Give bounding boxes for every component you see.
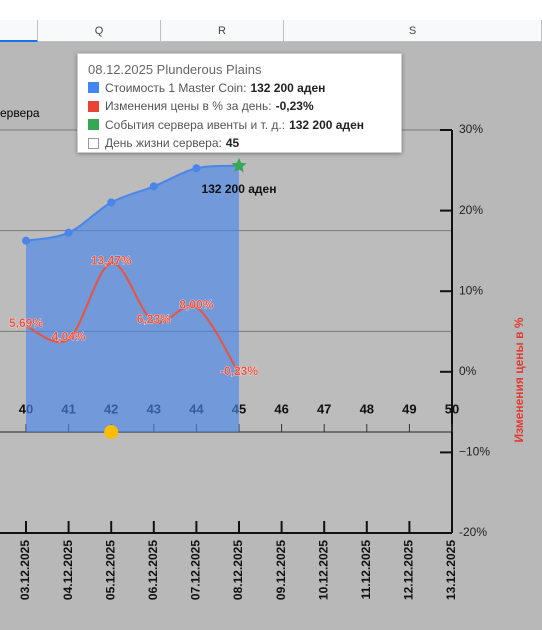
- toolbar-strip: [0, 0, 542, 20]
- day-label: 47: [317, 401, 331, 416]
- tooltip-value: -0,23%: [275, 99, 314, 114]
- y2-axis-title: Изменения цены в %: [512, 317, 526, 442]
- point: [192, 164, 201, 173]
- y2-tick-label: −10%: [459, 445, 490, 459]
- tooltip: 08.12.2025 Plunderous Plains Стоимость 1…: [77, 53, 402, 153]
- data-label: -0,23%: [220, 364, 258, 378]
- x-tick-label: 05.12.2025: [103, 540, 117, 600]
- x-tick-label: 04.12.2025: [61, 540, 75, 600]
- point: [149, 182, 158, 191]
- x-tick-label: 13.12.2025: [444, 540, 458, 600]
- swatch: [88, 137, 99, 149]
- column-header[interactable]: S: [284, 20, 542, 42]
- x-tick-label: 06.12.2025: [146, 540, 160, 600]
- tooltip-value: 45: [225, 136, 240, 151]
- highlight-dot: [104, 425, 119, 439]
- tooltip-label: События сервера ивенты и т. д.:: [105, 117, 286, 132]
- y2-tick-label: -20%: [459, 525, 487, 539]
- data-label: 8,00%: [179, 297, 213, 311]
- day-label: 50: [445, 401, 459, 416]
- tooltip-row: Стоимость 1 Master Coin: 132 200 аден: [88, 79, 391, 98]
- tooltip-row: События сервера ивенты и т. д.: 132 200 а…: [88, 116, 391, 135]
- point: [64, 228, 73, 237]
- day-label: 46: [274, 401, 288, 416]
- tooltip-label: День жизни сервера:: [105, 136, 222, 151]
- line: [25, 262, 240, 375]
- x-tick-label: 12.12.2025: [402, 540, 416, 600]
- x-tick-label: 07.12.2025: [189, 540, 203, 600]
- day-label: 48: [360, 401, 374, 416]
- day-label: 49: [402, 401, 416, 416]
- column-header[interactable]: [0, 20, 38, 42]
- column-header[interactable]: R: [161, 20, 284, 42]
- swatch: [88, 82, 99, 94]
- x-tick-label: 10.12.2025: [316, 540, 330, 600]
- data-label: 13,47%: [91, 253, 132, 267]
- chart: ервера 30% 20% 10% 0% −10% -20% Изменения цены…: [0, 106, 526, 600]
- x-tick-label: 08.12.2025: [231, 540, 245, 600]
- data-label: 6,23%: [137, 312, 171, 326]
- y2-tick-label: 10%: [459, 283, 483, 297]
- y2-tick-label: 20%: [459, 203, 483, 217]
- tooltip-title: 08.12.2025 Plunderous Plains: [88, 61, 262, 77]
- area: [26, 165, 239, 432]
- tooltip-value: 132 200 аден: [289, 117, 364, 132]
- tooltip-row: День жизни сервера: 45: [88, 134, 391, 153]
- data-label: 4,04%: [52, 329, 86, 343]
- point: [22, 236, 30, 245]
- x-tick-label: 09.12.2025: [274, 540, 288, 600]
- y2-tick-label: 30%: [459, 122, 483, 136]
- legend-fragment: ервера: [0, 106, 40, 120]
- column-header[interactable]: Q: [38, 20, 161, 42]
- tooltip-row: Изменения цены в % за день: -0,23%: [88, 97, 391, 116]
- tooltip-value: 132 200 аден: [250, 80, 326, 95]
- tooltip-label: Изменения цены в % за день:: [105, 99, 272, 114]
- event-star: [231, 157, 247, 173]
- data-label: 5,69%: [9, 316, 43, 330]
- y2-tick-label: 0%: [459, 364, 477, 378]
- swatch: [88, 119, 99, 131]
- data-label: 132 200 аден: [202, 182, 277, 196]
- x-tick-label: 11.12.2025: [359, 540, 373, 600]
- swatch: [88, 100, 99, 112]
- point: [107, 198, 116, 207]
- x-tick-label: 03.12.2025: [18, 540, 32, 600]
- tooltip-label: Стоимость 1 Master Coin:: [105, 80, 247, 95]
